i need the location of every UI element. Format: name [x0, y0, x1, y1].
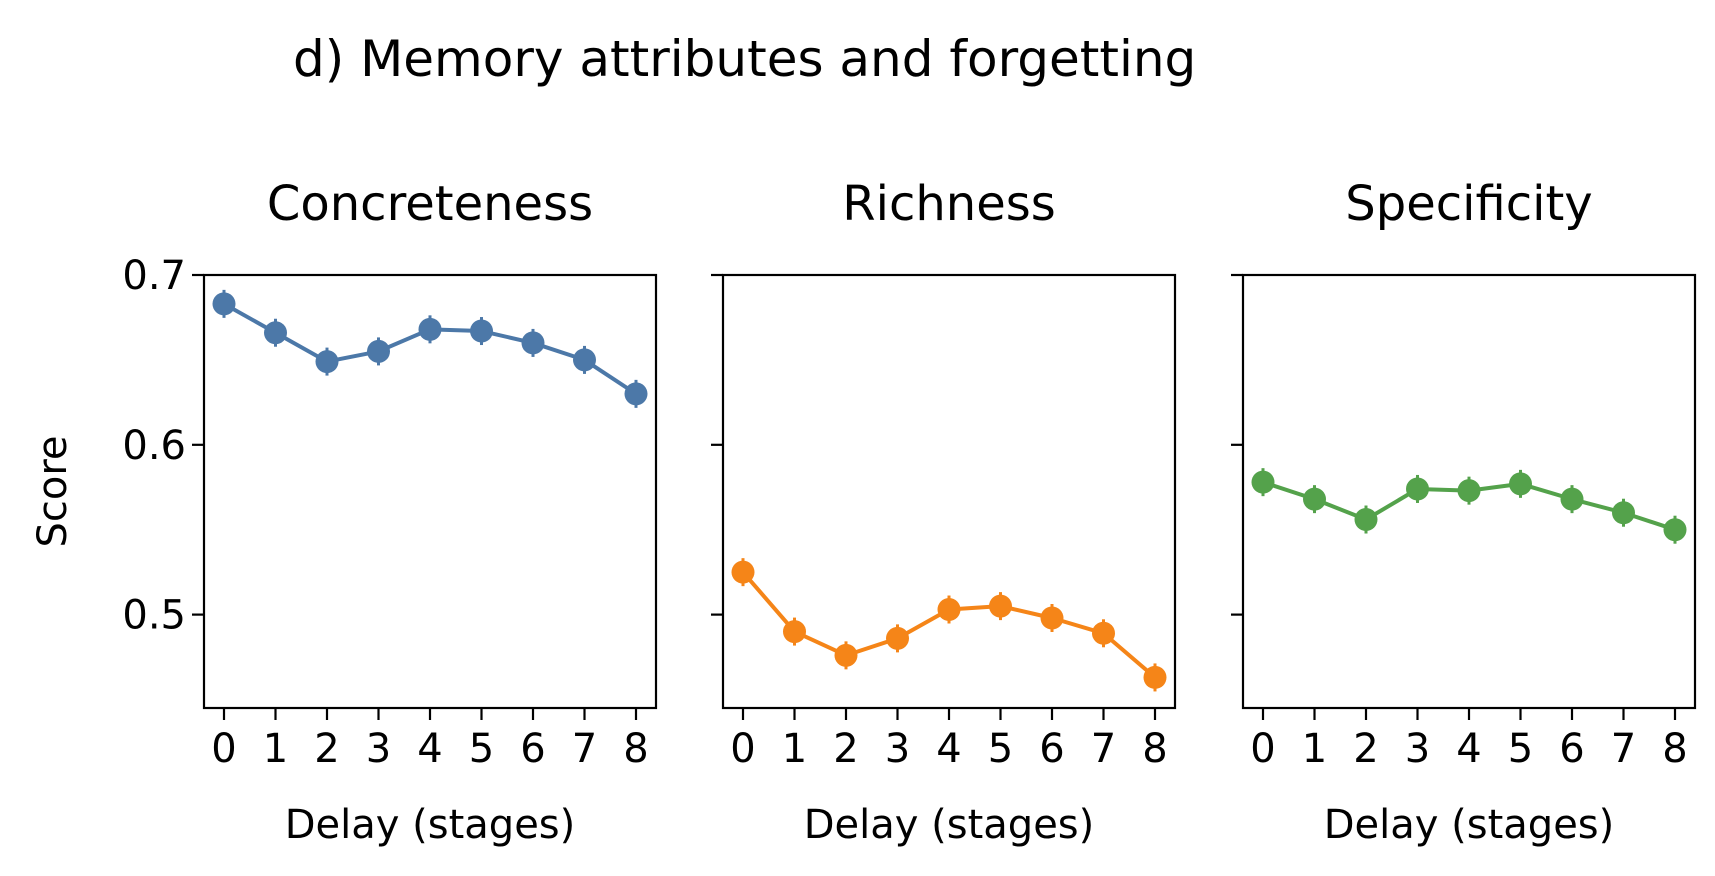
- x-axis-label: Delay (stages): [285, 802, 576, 848]
- data-point: [1612, 501, 1635, 525]
- data-point: [1354, 508, 1378, 532]
- x-tick-label: 7: [1611, 726, 1636, 772]
- data-point: [1092, 621, 1115, 645]
- data-point: [521, 331, 545, 355]
- data-point: [783, 620, 806, 644]
- data-point: [1143, 665, 1167, 689]
- data-point: [212, 292, 236, 316]
- data-point: [470, 319, 493, 343]
- y-tick-label: 0.5: [122, 593, 186, 639]
- data-point: [1560, 487, 1584, 511]
- y-tick-label: 0.6: [122, 423, 186, 469]
- data-point: [1457, 479, 1481, 503]
- data-point: [731, 560, 755, 584]
- x-tick-label: 0: [730, 726, 755, 772]
- x-tick-label: 8: [1662, 726, 1687, 772]
- data-point: [1040, 606, 1064, 630]
- y-axis-label: Score: [30, 435, 76, 547]
- x-tick-label: 7: [1091, 726, 1116, 772]
- x-tick-label: 2: [1353, 726, 1378, 772]
- x-tick-label: 3: [885, 726, 910, 772]
- x-tick-label: 8: [1142, 726, 1167, 772]
- x-axis-label: Delay (stages): [804, 802, 1095, 848]
- x-axis-label: Delay (stages): [1324, 802, 1615, 848]
- x-tick-label: 5: [1508, 726, 1533, 772]
- panel-2: Specificity 0 1 2 3 4 5 6 7 8 Delay (stages): [1231, 176, 1697, 848]
- data-point: [1509, 472, 1532, 496]
- x-tick-label: 8: [623, 726, 648, 772]
- panel-title: Specificity: [1345, 176, 1592, 232]
- x-tick-label: 4: [1456, 726, 1481, 772]
- x-tick-label: 1: [263, 726, 288, 772]
- x-tick-label: 2: [314, 726, 339, 772]
- x-tick-label: 2: [833, 726, 858, 772]
- x-tick-label: 7: [572, 726, 597, 772]
- x-tick-label: 0: [211, 726, 236, 772]
- figure-title: d) Memory attributes and forgetting: [293, 30, 1196, 88]
- x-tick-label: 5: [469, 726, 494, 772]
- x-tick-label: 4: [417, 726, 442, 772]
- x-tick-label: 3: [366, 726, 391, 772]
- panel-1: Richness 0 1 2 3 4 5 6 7 8 Delay (stages): [711, 176, 1177, 848]
- data-point: [989, 594, 1012, 618]
- panel-0: Concreteness 0.5 0.6 0.7 0 1 2 3 4 5 6 7 8 Delay (sta…: [30, 176, 658, 848]
- panel-title: Concreteness: [267, 176, 593, 232]
- data-point: [834, 643, 858, 667]
- x-tick-label: 4: [936, 726, 961, 772]
- data-point: [1251, 470, 1275, 494]
- data-point: [624, 382, 648, 406]
- x-tick-label: 6: [520, 726, 545, 772]
- x-tick-label: 1: [782, 726, 807, 772]
- panel-title: Richness: [842, 176, 1055, 232]
- data-point: [1406, 477, 1429, 501]
- x-tick-label: 6: [1559, 726, 1584, 772]
- x-tick-label: 1: [1302, 726, 1327, 772]
- data-point: [886, 626, 909, 650]
- x-tick-label: 5: [988, 726, 1013, 772]
- data-point: [315, 350, 339, 374]
- data-point: [937, 598, 961, 622]
- data-point: [1303, 487, 1326, 511]
- data-point: [573, 348, 596, 372]
- x-tick-label: 6: [1039, 726, 1064, 772]
- data-point: [1663, 518, 1687, 542]
- series-line: [741, 570, 1157, 679]
- x-tick-label: 3: [1405, 726, 1430, 772]
- data-point: [418, 317, 442, 341]
- data-point: [367, 339, 390, 363]
- y-tick-label: 0.7: [122, 253, 186, 299]
- x-tick-label: 0: [1250, 726, 1275, 772]
- data-point: [264, 321, 287, 345]
